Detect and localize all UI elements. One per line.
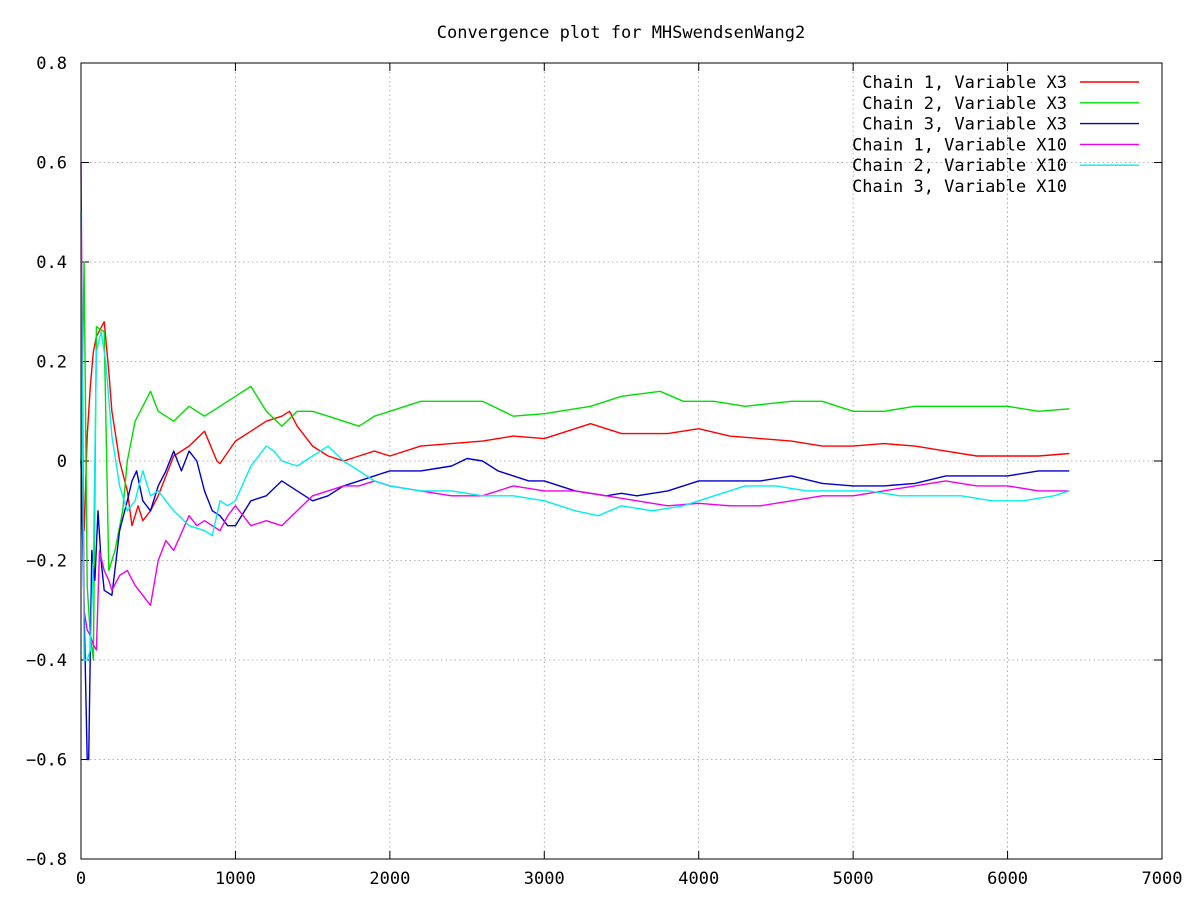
x-tick-label: 0 xyxy=(76,869,86,889)
legend-label: Chain 3, Variable X3 xyxy=(862,115,1067,135)
y-tick-label: −0.6 xyxy=(26,751,67,771)
y-tick-label: −0.8 xyxy=(26,850,67,870)
legend-label: Chain 2, Variable X3 xyxy=(862,94,1067,114)
y-tick-label: 0.6 xyxy=(36,154,67,174)
grid-lines xyxy=(81,63,1162,859)
legend-label: Chain 2, Variable X10 xyxy=(852,156,1067,176)
x-tick-label: 6000 xyxy=(987,869,1028,889)
y-tick-label: 0 xyxy=(57,452,67,472)
series-line-2 xyxy=(80,261,1070,661)
x-tick-label: 3000 xyxy=(524,869,565,889)
axis-ticks: 0 1000 2000 3000 4000 5000 6000 7000 −0.8 −0.6 −0.… xyxy=(26,54,1182,889)
series-lines xyxy=(80,162,1070,761)
y-tick-label: −0.2 xyxy=(26,552,67,572)
series-line-5 xyxy=(80,212,1070,661)
x-tick-label: 2000 xyxy=(369,869,410,889)
series-line-3 xyxy=(80,450,1070,761)
series-line-1 xyxy=(80,321,1070,532)
plot-frame xyxy=(80,62,1163,860)
y-tick-label: 0.2 xyxy=(36,353,67,373)
x-tick-label: 5000 xyxy=(833,869,874,889)
y-tick-label: −0.4 xyxy=(26,651,67,671)
series-line-4 xyxy=(80,162,1070,651)
y-tick-label: 0.4 xyxy=(36,253,67,273)
x-tick-label: 4000 xyxy=(678,869,719,889)
chart-title: Convergence plot for MHSwendsenWang2 xyxy=(437,23,805,43)
legend-label: Chain 3, Variable X10 xyxy=(852,177,1067,197)
y-tick-label: 0.8 xyxy=(36,54,67,74)
legend-label: Chain 1, Variable X3 xyxy=(862,73,1067,93)
x-tick-label: 7000 xyxy=(1142,869,1183,889)
legend-label: Chain 1, Variable X10 xyxy=(852,135,1067,155)
x-tick-label: 1000 xyxy=(215,869,256,889)
